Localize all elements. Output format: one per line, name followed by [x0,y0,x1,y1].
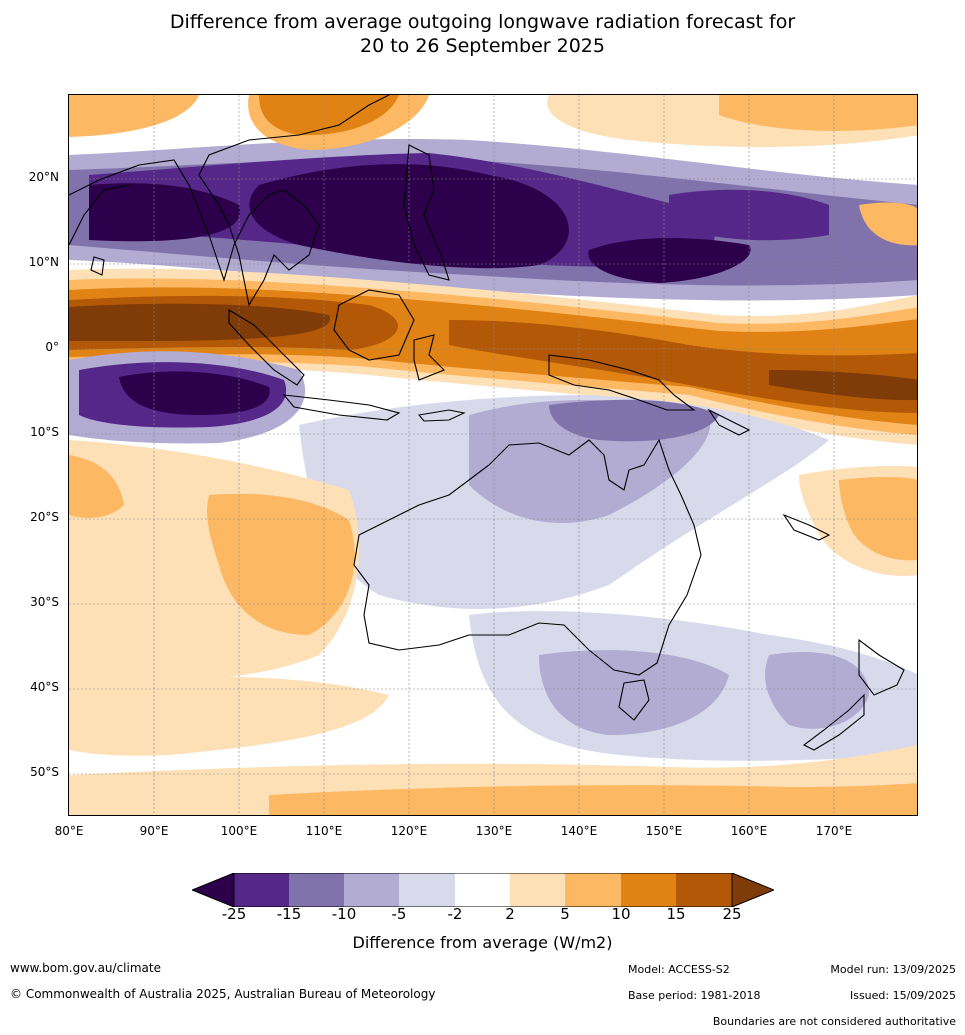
patch-west-edge-p5 [69,455,124,518]
lon-label-80e: 80°E [54,824,84,838]
patch-coral-sea-p5 [839,476,917,561]
colorbar-tick: -25 [221,905,247,923]
lat-label-10n: 10°N [28,255,59,269]
colorbar-bin-m25-m15 [234,873,289,907]
map-gridlines [69,95,917,815]
lon-label-130e: 130°E [475,824,513,838]
colorbar-extend-low [192,873,235,907]
coast-sri-lanka [90,256,105,276]
coast-solomon [707,408,751,436]
colorbar-bin-p2-p5 [510,873,565,907]
patch-tasmania-m5 [539,650,729,735]
band-pacific-p25 [769,370,917,401]
lon-label-140e: 140°E [560,824,598,838]
band-indian-ocean-p25 [69,303,330,341]
lat-label-20n: 20°N [28,170,59,184]
patch-west-indian-p5 [207,493,355,635]
lat-label-50s: 50°S [30,765,59,779]
coast-borneo [333,289,415,361]
colorbar [192,873,774,907]
title-line-1: Difference from average outgoing longwav… [169,11,796,33]
core-bay-of-bengal [89,183,241,242]
coast-new-zealand-north [858,638,905,696]
map-svg [69,95,917,815]
colorbar-label: Difference from average (W/m2) [352,933,613,952]
patch-pacific-p5 [859,202,917,246]
lat-label-0: 0° [45,340,59,354]
colorbar-tick: 15 [666,905,686,923]
patch-northwest-positive [69,95,199,137]
colorbar-bin-p15-p25 [676,873,732,907]
colorbar-bin-p5-p10 [565,873,621,907]
coast-asia-mainland [69,95,390,307]
colorbar-outline [233,873,733,907]
colorbar-extend-high [731,873,774,907]
colorbar-tick: 2 [505,905,515,923]
colorbar-tick: -2 [447,905,463,923]
coast-new-guinea [548,354,696,411]
footer-base-period: Base period: 1981-2018 [628,989,761,1002]
coast-timor [417,409,466,422]
colorbar-bin-m5-m2 [399,873,455,907]
patch-southern-edge-p5 [269,783,917,815]
coast-india [69,184,130,246]
colorbar-bin-p10-p15 [621,873,676,907]
coast-vanuatu-newcal [782,513,831,541]
patch-north-positive-core [259,95,399,136]
colorbar-tick: 10 [611,905,631,923]
footer-disclaimer: Boundaries are not considered authoritat… [712,1015,956,1028]
footer-issued: Issued: 15/09/2025 [849,989,956,1002]
coast-tasmania [618,679,650,721]
coast-philippines [403,144,450,281]
coastlines [69,95,905,751]
coast-sulawesi [413,334,445,381]
lon-label-90e: 90°E [139,824,169,838]
patch-south-indian-m25 [119,371,270,415]
coast-sumatra [228,309,305,386]
lat-label-10s: 10°S [30,425,59,439]
patch-southwest-p2 [69,676,389,756]
coast-australia [353,438,702,676]
footer-url[interactable]: www.bom.gov.au/climate [10,961,161,975]
footer-copyright: © Commonwealth of Australia 2025, Austra… [10,987,436,1001]
patch-northeast-p5 [719,95,917,131]
lon-label-120e: 120°E [390,824,428,838]
lon-label-170e: 170°E [815,824,853,838]
colorbar-tick: -15 [276,905,302,923]
core-west-pacific [588,238,751,283]
colorbar-tick: 25 [722,905,742,923]
lat-label-40s: 40°S [30,680,59,694]
colorbar-bin-m2-p2 [455,873,510,907]
lon-label-160e: 160°E [730,824,768,838]
map-title: Difference from average outgoing longwav… [0,10,965,58]
colorbar-bin-m10-m5 [344,873,399,907]
footer-model-run: Model run: 13/09/2025 [830,963,956,976]
coast-java [282,394,401,421]
lon-label-110e: 110°E [305,824,343,838]
title-line-2: 20 to 26 September 2025 [360,35,605,57]
coast-new-zealand-south [802,693,865,751]
patch-new-zealand-m5 [765,651,869,729]
colorbar-tick: 5 [560,905,570,923]
colorbar-tick: -10 [331,905,357,923]
lon-label-150e: 150°E [645,824,683,838]
colorbar-tick: -5 [391,905,407,923]
lat-label-30s: 30°S [30,595,59,609]
lat-label-20s: 20°S [30,510,59,524]
footer-model: Model: ACCESS-S2 [628,963,730,976]
lon-label-100e: 100°E [220,824,258,838]
colorbar-bin-m15-m10 [289,873,344,907]
olr-anomaly-map [68,94,918,816]
